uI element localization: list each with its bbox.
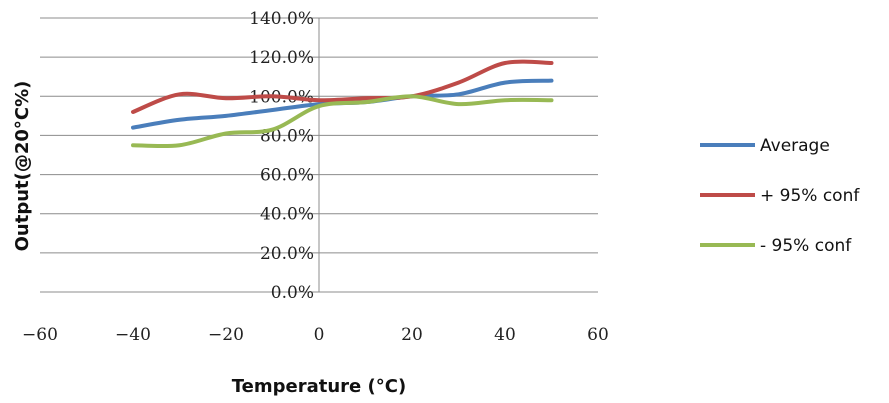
x-tick-label: 40: [494, 325, 516, 345]
x-tick-label: 0: [314, 325, 325, 345]
y-tick-label: 60.0%: [260, 166, 314, 186]
series-lines: [131, 59, 554, 149]
y-tick-label: 40.0%: [260, 205, 314, 225]
series-line-plus-95-conf: [131, 59, 554, 114]
legend-item-plus-95-conf: + 95% conf: [700, 186, 860, 206]
x-tick-label: −40: [115, 325, 151, 345]
legend-label: - 95% conf: [760, 236, 852, 256]
x-tick-labels: −60 −40 −20 0 20 40 60: [22, 325, 609, 345]
series-line-minus-95-conf: [131, 94, 554, 149]
x-tick-label: 60: [587, 325, 609, 345]
legend-label: + 95% conf: [760, 186, 860, 206]
x-axis-title: Temperature (°C): [232, 376, 406, 397]
y-tick-label: 80.0%: [260, 126, 314, 146]
y-tick-label: 0.0%: [271, 283, 314, 303]
legend: Average + 95% conf - 95% conf: [700, 136, 860, 256]
y-tick-label: 120.0%: [249, 48, 314, 68]
y-tick-label: 140.0%: [249, 9, 314, 29]
y-tick-labels: 0.0%20.0%40.0%60.0%80.0%100.0%120.0%140.…: [249, 9, 314, 303]
x-tick-label: −60: [22, 325, 58, 345]
legend-label: Average: [760, 136, 830, 156]
legend-item-minus-95-conf: - 95% conf: [700, 236, 852, 256]
x-tick-label: −20: [208, 325, 244, 345]
y-axis-title: Output(@20°C%): [12, 81, 33, 252]
x-tick-label: 20: [401, 325, 423, 345]
legend-item-average: Average: [700, 136, 830, 156]
y-tick-label: 20.0%: [260, 244, 314, 264]
